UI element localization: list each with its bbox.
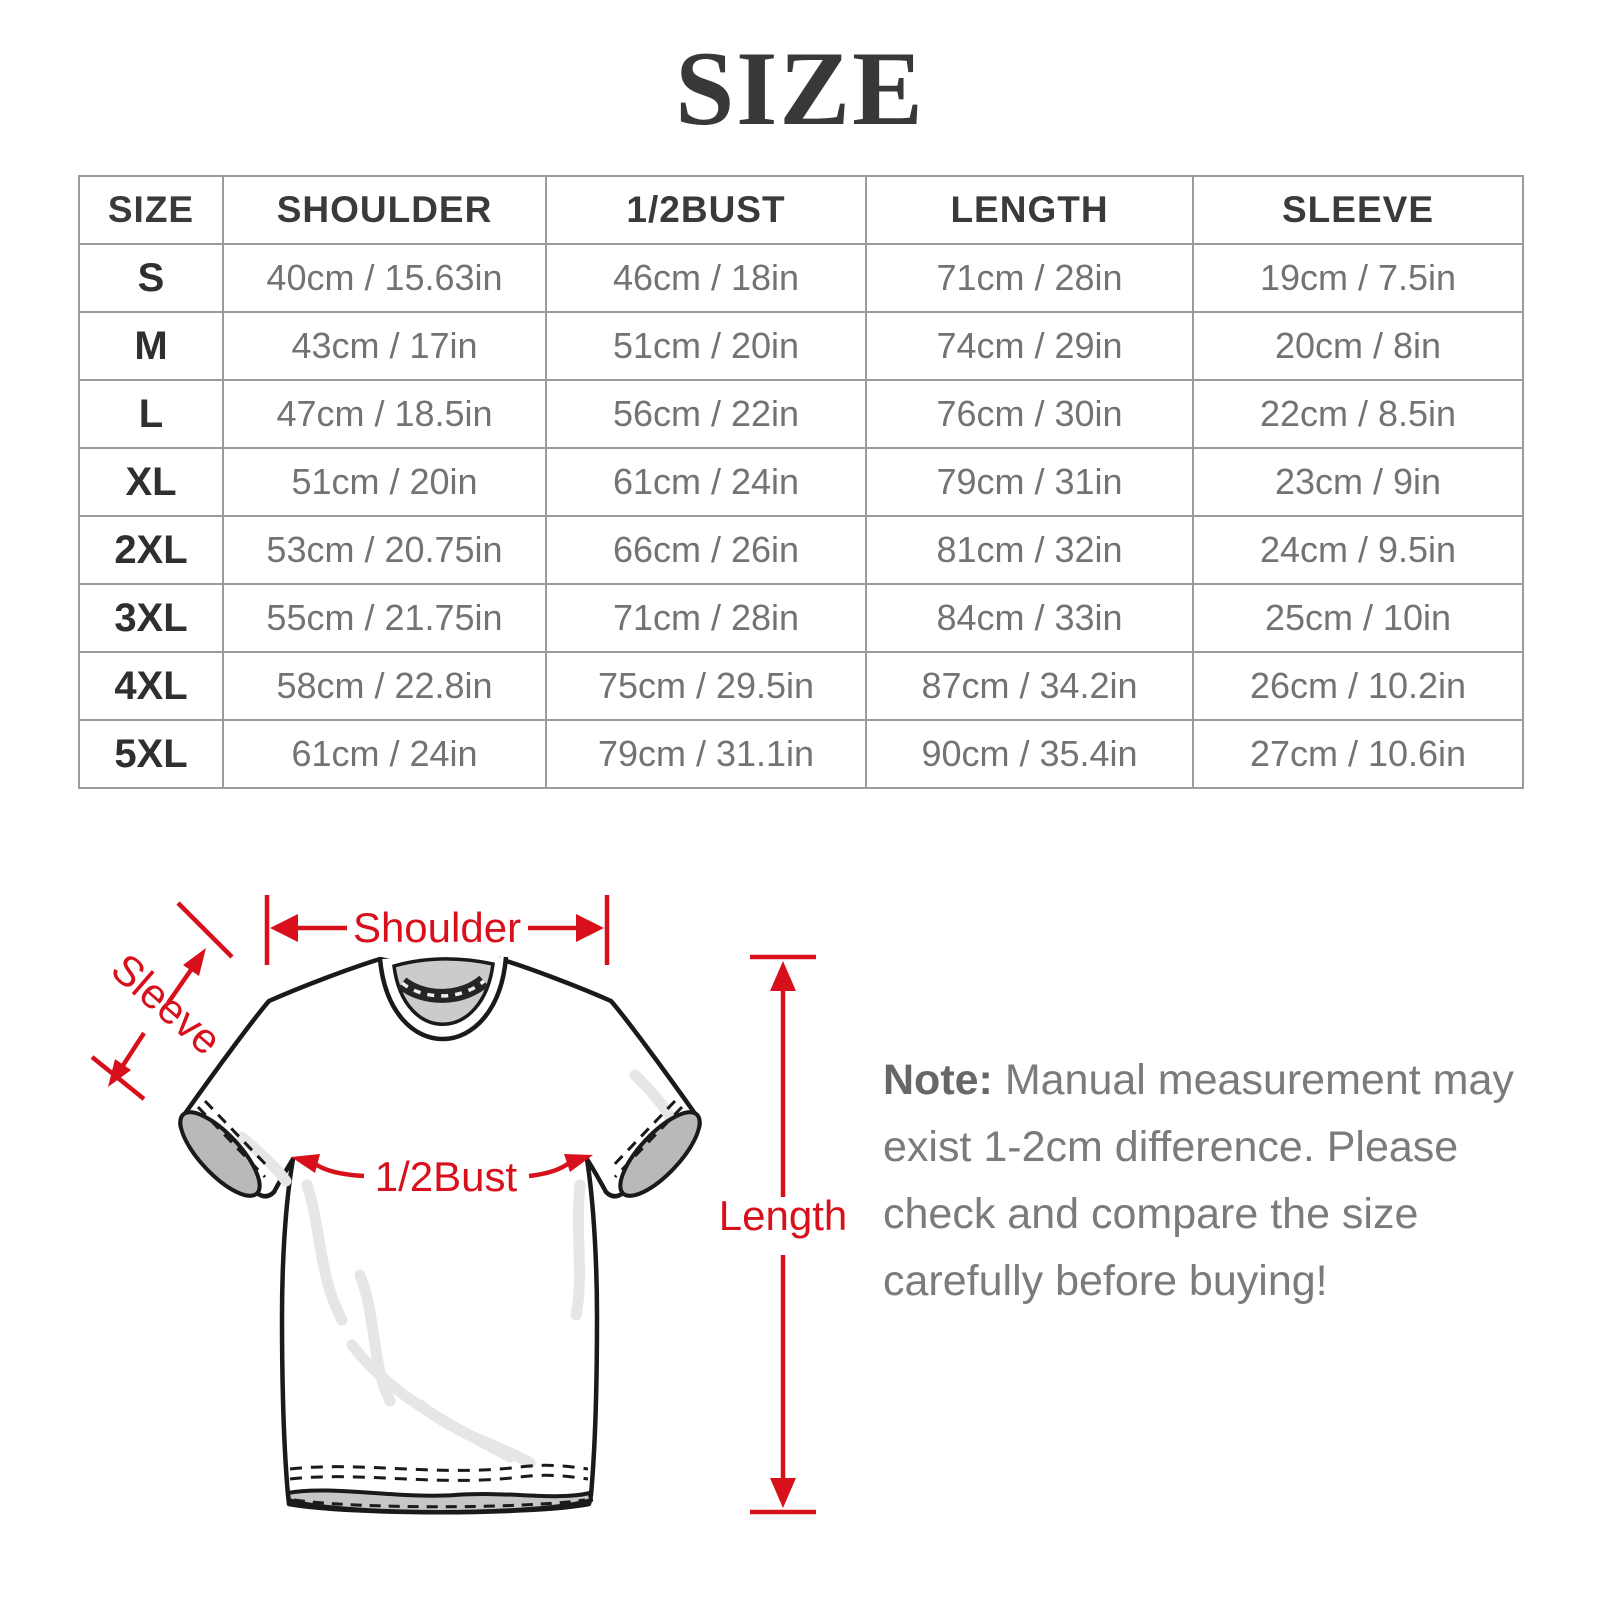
- size-label-cell: L: [78, 379, 224, 449]
- shoulder-label: Shoulder: [353, 904, 521, 951]
- right-cuff-opening: [618, 1110, 702, 1198]
- bust-right-arrowhead: [564, 1154, 593, 1172]
- sleeve-label: Sleeve: [103, 944, 231, 1064]
- tshirt-measurement-diagram: Shoulder Sleeve 1/2Bust Length: [60, 845, 880, 1600]
- tshirt-body: [178, 956, 702, 1515]
- size-label-cell: S: [78, 243, 224, 313]
- tshirt-drawing: [178, 956, 702, 1515]
- measurement-cell: 76cm / 30in: [865, 379, 1194, 449]
- measurement-cell: 20cm / 8in: [1192, 311, 1524, 381]
- measurement-cell: 25cm / 10in: [1192, 583, 1524, 653]
- column-header: LENGTH: [865, 175, 1194, 245]
- measurement-cell: 87cm / 34.2in: [865, 651, 1194, 721]
- page-title: SIZE: [675, 30, 925, 147]
- sleeve-up-arrowhead: [183, 948, 206, 976]
- table-row: 2XL 53cm / 20.75in 66cm / 26in 81cm / 32in 2…: [78, 515, 1524, 585]
- measurement-cell: 40cm / 15.63in: [222, 243, 547, 313]
- measurement-cell: 79cm / 31in: [865, 447, 1194, 517]
- table-row: 5XL 61cm / 24in 79cm / 31.1in 90cm / 35.4in…: [78, 719, 1524, 789]
- left-cuff-opening: [178, 1110, 262, 1198]
- measurement-cell: 53cm / 20.75in: [222, 515, 547, 585]
- length-down-arrowhead: [770, 1478, 796, 1508]
- note-line: carefully before buying!: [883, 1257, 1328, 1305]
- measurement-cell: 26cm / 10.2in: [1192, 651, 1524, 721]
- measurement-cell: 71cm / 28in: [865, 243, 1194, 313]
- shoulder-annotation: Shoulder: [264, 895, 610, 965]
- column-header: SLEEVE: [1192, 175, 1524, 245]
- measurement-cell: 56cm / 22in: [545, 379, 867, 449]
- measurement-cell: 58cm / 22.8in: [222, 651, 547, 721]
- measurement-cell: 90cm / 35.4in: [865, 719, 1194, 789]
- length-annotation: Length: [719, 954, 847, 1515]
- measurement-cell: 23cm / 9in: [1192, 447, 1524, 517]
- table-row: M 43cm / 17in 51cm / 20in 74cm / 29in 20cm /…: [78, 311, 1524, 381]
- measurement-cell: 81cm / 32in: [865, 515, 1194, 585]
- measurement-cell: 71cm / 28in: [545, 583, 867, 653]
- size-label-cell: XL: [78, 447, 224, 517]
- table-row: XL 51cm / 20in 61cm / 24in 79cm / 31in 23cm …: [78, 447, 1524, 517]
- length-label: Length: [719, 1192, 847, 1239]
- note-line: exist 1-2cm difference. Please: [883, 1123, 1459, 1171]
- column-header: SIZE: [78, 175, 224, 245]
- measurement-cell: 79cm / 31.1in: [545, 719, 867, 789]
- hem-stitching-upper: [289, 1463, 589, 1482]
- column-header: SHOULDER: [222, 175, 547, 245]
- note-block: Note: Manual measurement may exist 1-2cm…: [883, 1047, 1523, 1315]
- size-table: SIZE SHOULDER 1/2BUST LENGTH SLEEVE S 40cm / …: [78, 175, 1524, 789]
- sleeve-annotation: Sleeve: [90, 901, 234, 1101]
- table-header-row: SIZE SHOULDER 1/2BUST LENGTH SLEEVE: [78, 175, 1524, 245]
- half-bust-label: 1/2Bust: [375, 1153, 518, 1200]
- measurement-cell: 55cm / 21.75in: [222, 583, 547, 653]
- column-header: 1/2BUST: [545, 175, 867, 245]
- hem-band-stitching: [293, 1498, 586, 1514]
- measurement-cell: 84cm / 33in: [865, 583, 1194, 653]
- measurement-cell: 61cm / 24in: [222, 719, 547, 789]
- note-label: Note:: [883, 1056, 993, 1104]
- size-label-cell: 2XL: [78, 515, 224, 585]
- note-line: check and compare the size: [883, 1190, 1419, 1238]
- shoulder-right-arrowhead: [576, 914, 604, 942]
- measurement-cell: 19cm / 7.5in: [1192, 243, 1524, 313]
- shoulder-left-arrowhead: [270, 914, 298, 942]
- table-row: 4XL 58cm / 22.8in 75cm / 29.5in 87cm / 34.2…: [78, 651, 1524, 721]
- table-row: 3XL 55cm / 21.75in 71cm / 28in 84cm / 33in 2…: [78, 583, 1524, 653]
- measurement-cell: 74cm / 29in: [865, 311, 1194, 381]
- hem-band: [285, 1488, 594, 1514]
- size-label-cell: 4XL: [78, 651, 224, 721]
- size-table-body: S 40cm / 15.63in 46cm / 18in 71cm / 28in 19c…: [78, 243, 1524, 789]
- measurement-cell: 66cm / 26in: [545, 515, 867, 585]
- left-cuff-stitching: [196, 1099, 272, 1179]
- half-bust-annotation: 1/2Bust: [291, 1153, 593, 1200]
- length-up-arrowhead: [770, 961, 796, 991]
- measurement-cell: 43cm / 17in: [222, 311, 547, 381]
- measurement-cell: 24cm / 9.5in: [1192, 515, 1524, 585]
- right-cuff-stitching: [608, 1099, 684, 1179]
- size-label-cell: 5XL: [78, 719, 224, 789]
- collar-back-seam-stitches: [400, 979, 486, 998]
- size-label-cell: 3XL: [78, 583, 224, 653]
- measurement-cell: 27cm / 10.6in: [1192, 719, 1524, 789]
- measurement-cell: 61cm / 24in: [545, 447, 867, 517]
- note-line: Note: Manual measurement may: [883, 1056, 1514, 1104]
- measurement-cell: 51cm / 20in: [545, 311, 867, 381]
- bust-left-arrowhead: [291, 1154, 320, 1173]
- table-row: S 40cm / 15.63in 46cm / 18in 71cm / 28in 19c…: [78, 243, 1524, 313]
- measurement-cell: 75cm / 29.5in: [545, 651, 867, 721]
- measurement-cell: 51cm / 20in: [222, 447, 547, 517]
- measurement-cell: 46cm / 18in: [545, 243, 867, 313]
- measurement-cell: 47cm / 18.5in: [222, 379, 547, 449]
- size-label-cell: M: [78, 311, 224, 381]
- sleeve-down-arrowhead: [108, 1059, 131, 1087]
- wrinkle-shading: [236, 1069, 678, 1469]
- measurement-cell: 22cm / 8.5in: [1192, 379, 1524, 449]
- sleeve-upper-tick: [176, 901, 234, 959]
- table-row: L 47cm / 18.5in 56cm / 22in 76cm / 30in 22cm…: [78, 379, 1524, 449]
